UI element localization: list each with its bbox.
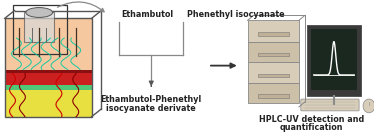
Text: Phenethyl isocyanate: Phenethyl isocyanate bbox=[187, 10, 285, 19]
Bar bbox=[248, 83, 299, 103]
Bar bbox=[258, 53, 288, 56]
Bar bbox=[25, 13, 54, 42]
FancyBboxPatch shape bbox=[301, 99, 359, 111]
Text: Ethambutol: Ethambutol bbox=[121, 10, 173, 19]
Bar bbox=[307, 25, 361, 96]
Bar bbox=[5, 18, 91, 117]
Bar bbox=[5, 89, 91, 117]
Text: quantification: quantification bbox=[279, 122, 343, 131]
Bar bbox=[12, 5, 67, 54]
Bar bbox=[322, 104, 346, 109]
Bar bbox=[248, 62, 299, 83]
Bar bbox=[258, 74, 288, 77]
Text: HPLC-UV detection and: HPLC-UV detection and bbox=[259, 115, 364, 124]
Text: Ethambutol-Phenethyl: Ethambutol-Phenethyl bbox=[101, 95, 202, 104]
Bar bbox=[258, 32, 288, 36]
Bar bbox=[5, 70, 91, 74]
Bar bbox=[248, 42, 299, 62]
Ellipse shape bbox=[26, 8, 53, 17]
Bar bbox=[5, 18, 91, 117]
Text: isocyanate derivate: isocyanate derivate bbox=[106, 104, 196, 113]
Bar bbox=[5, 74, 91, 85]
Bar bbox=[248, 20, 299, 42]
Ellipse shape bbox=[363, 99, 375, 113]
Bar bbox=[258, 94, 288, 98]
Bar bbox=[5, 85, 91, 90]
Bar bbox=[311, 29, 357, 90]
